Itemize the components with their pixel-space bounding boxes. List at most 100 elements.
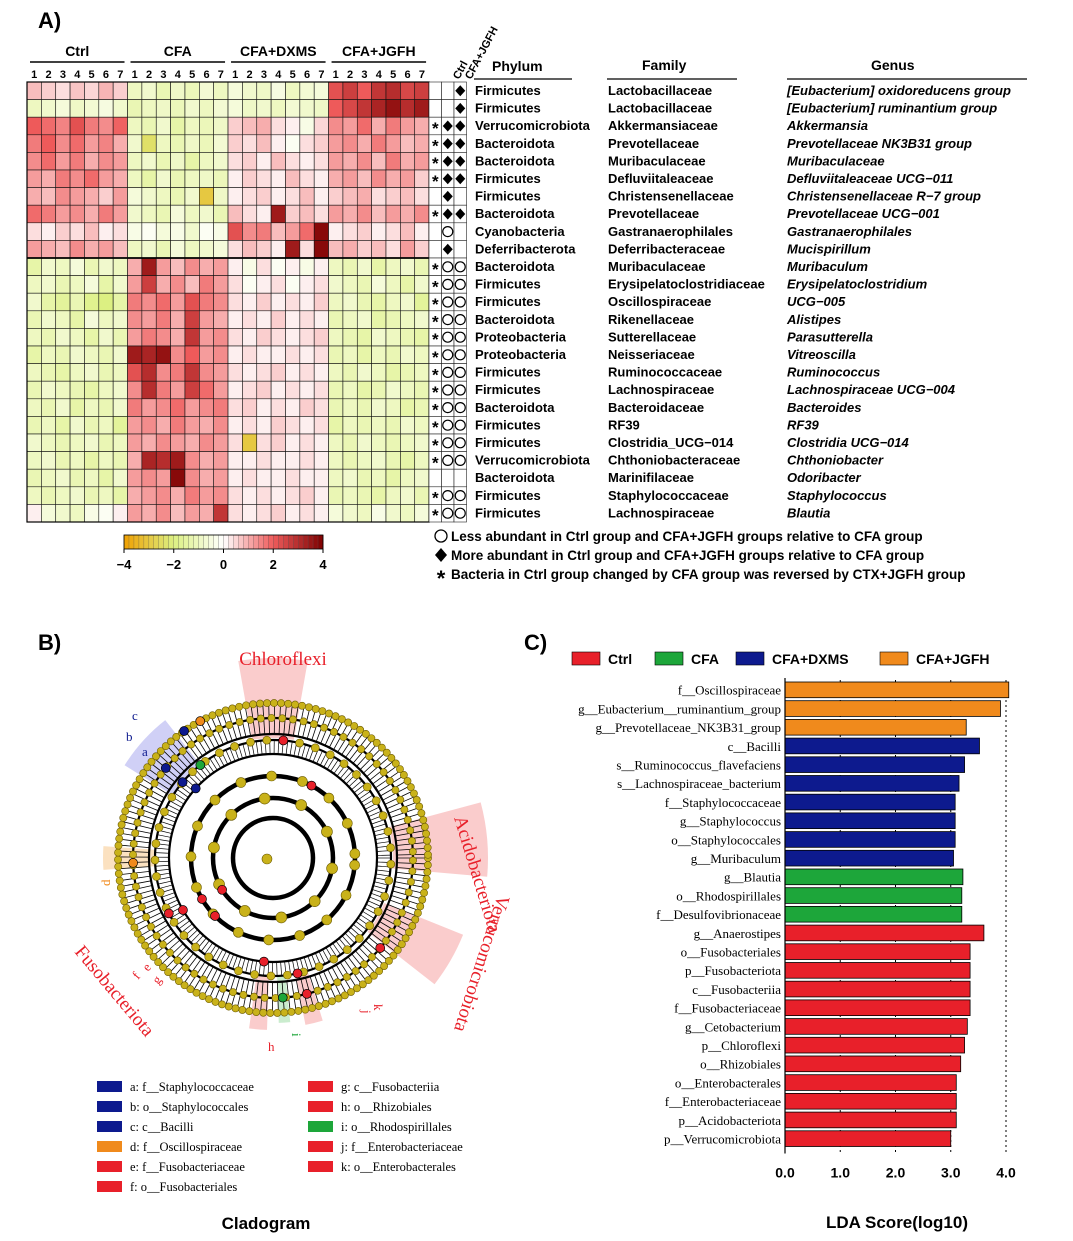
- heatmap-cell: [41, 81, 57, 100]
- key-swatch: [308, 1141, 333, 1152]
- highlighted-node: [217, 884, 227, 895]
- star-marker: *: [432, 260, 439, 279]
- heatmap-cell: [342, 222, 358, 241]
- heatmap-cell: [285, 81, 301, 100]
- heatmap-cell: [184, 380, 200, 400]
- marker-cell: [453, 468, 467, 488]
- genus-cell: Ruminococcus: [787, 365, 880, 380]
- genus-cell: Mucispirillum: [787, 241, 871, 256]
- heatmap-cell: [256, 433, 272, 452]
- heatmap-cell: [227, 416, 243, 435]
- colorbar-swatch: [297, 534, 304, 550]
- phylum-header: Phylum: [492, 58, 543, 74]
- heatmap-cell: [55, 275, 71, 294]
- star-marker: *: [432, 313, 439, 332]
- highlighted-node: [163, 908, 174, 919]
- heatmap-cell: [371, 451, 387, 470]
- phylum-cell: Firmicutes: [475, 277, 541, 292]
- heatmap-cell: [385, 468, 401, 488]
- heatmap-cell: [26, 504, 42, 523]
- heatmap-cell: [26, 204, 42, 224]
- heatmap-cell: [285, 433, 301, 452]
- heatmap-cell: [328, 310, 344, 329]
- heatmap-cell: [356, 81, 372, 100]
- leaf-node: [401, 934, 410, 943]
- heatmap-cell: [184, 81, 200, 100]
- tree-ring: [210, 795, 336, 921]
- leaf-node: [263, 699, 271, 708]
- heatmap-cell: [170, 504, 186, 523]
- heatmap-cell: [371, 416, 387, 435]
- circle-marker: [454, 314, 466, 326]
- heatmap-cell: [155, 363, 171, 382]
- heatmap-cell: [256, 345, 272, 364]
- heatmap-cell: [141, 116, 157, 136]
- heatmap-cell: [69, 81, 85, 100]
- inner-node: [196, 734, 204, 743]
- heatmap-cell: [242, 486, 258, 505]
- heatmap-cell: [385, 116, 401, 136]
- heatmap-cell: [155, 468, 171, 488]
- heatmap-cell: [213, 363, 229, 382]
- heatmap-cell: [170, 416, 186, 435]
- inner-node: [263, 934, 275, 946]
- heatmap-cell: [112, 152, 128, 171]
- heatmap-cell: [414, 169, 430, 188]
- heatmap-cell: [371, 187, 387, 206]
- heatmap-cell: [84, 468, 100, 488]
- heatmap-cell: [98, 504, 114, 523]
- heatmap-cell: [98, 204, 114, 224]
- heatmap-cell: [199, 468, 214, 488]
- heatmap-cell: [256, 240, 272, 259]
- heatmap-cell: [112, 204, 128, 224]
- group-label: Ctrl: [65, 43, 89, 59]
- heatmap-cell: [213, 380, 229, 400]
- highlighted-node: [302, 988, 312, 999]
- heatmap-cell: [285, 451, 301, 470]
- tree-branch: [368, 810, 382, 818]
- leaf-node: [412, 796, 421, 804]
- phylum-cell: Bacteroidota: [475, 470, 555, 485]
- heatmap-cell: [328, 468, 344, 488]
- tree-branch: [255, 741, 259, 756]
- heatmap-cell: [414, 116, 430, 136]
- tree-branch: [358, 791, 371, 800]
- tree-ring: [230, 815, 316, 901]
- heatmap-cell: [285, 169, 301, 188]
- leaf-node: [391, 759, 400, 768]
- heatmap-cell: [112, 416, 128, 435]
- inner-node: [204, 952, 214, 962]
- leaf-node: [411, 915, 420, 924]
- inner-node: [313, 986, 322, 995]
- sample-label: 1: [333, 69, 339, 81]
- sample-label: 6: [103, 69, 109, 81]
- leaf-node: [422, 875, 431, 883]
- colorbar-swatch: [253, 534, 259, 550]
- colorbar-swatch: [203, 534, 210, 550]
- heatmap-cell: [199, 240, 214, 259]
- heatmap-cell: [184, 451, 200, 470]
- highlighted-node: [210, 911, 220, 921]
- heatmap-cell: [313, 504, 329, 523]
- colorbar-swatch: [218, 534, 224, 550]
- heatmap-cell: [84, 187, 100, 206]
- inner-node: [330, 728, 338, 736]
- leaf-node: [149, 952, 158, 961]
- heatmap-cell: [69, 433, 85, 452]
- heatmap-cell: [141, 416, 157, 435]
- leaf-node: [418, 895, 427, 904]
- heatmap-cell: [400, 504, 416, 523]
- leaf-node: [218, 1000, 226, 1009]
- tree-branch: [342, 770, 353, 782]
- heatmap-cell: [199, 380, 214, 400]
- genus-cell: Prevotellaceae UCG−001: [787, 206, 940, 221]
- diamond-marker: [455, 85, 466, 97]
- heatmap-cell: [84, 380, 100, 400]
- inner-node: [397, 908, 406, 917]
- circle-marker: [454, 331, 466, 343]
- diamond-marker: [455, 120, 466, 132]
- sample-label: 5: [390, 69, 396, 81]
- heatmap-cell: [313, 134, 329, 153]
- colorbar-swatch: [168, 534, 175, 550]
- genus-cell: Prevotellaceae NK3B31 group: [787, 136, 972, 151]
